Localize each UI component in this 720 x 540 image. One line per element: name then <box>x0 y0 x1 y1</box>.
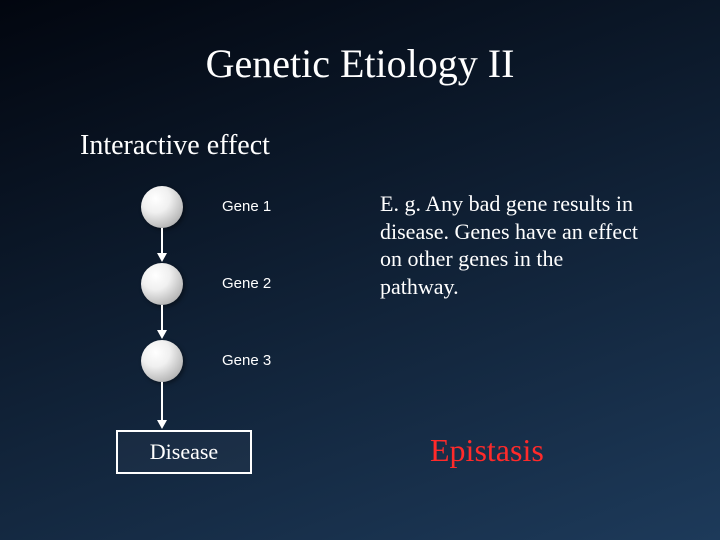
gene-label-1: Gene 1 <box>222 198 271 215</box>
epistasis-label: Epistasis <box>430 432 544 469</box>
arrow-head-1 <box>157 253 167 262</box>
gene-node-2 <box>141 263 183 305</box>
arrow-line-2 <box>161 305 163 330</box>
arrow-line-1 <box>161 228 163 253</box>
arrow-head-2 <box>157 330 167 339</box>
disease-box: Disease <box>116 430 252 474</box>
description-text: E. g. Any bad gene results in disease. G… <box>380 190 640 300</box>
gene-label-2: Gene 2 <box>222 275 271 292</box>
slide-title: Genetic Etiology II <box>0 40 720 87</box>
slide-subtitle: Interactive effect <box>80 130 270 162</box>
gene-node-3 <box>141 340 183 382</box>
gene-node-1 <box>141 186 183 228</box>
arrow-head-disease <box>157 420 167 429</box>
gene-label-3: Gene 3 <box>222 352 271 369</box>
slide: Genetic Etiology II Interactive effect G… <box>0 0 720 540</box>
arrow-line-disease <box>161 382 163 420</box>
